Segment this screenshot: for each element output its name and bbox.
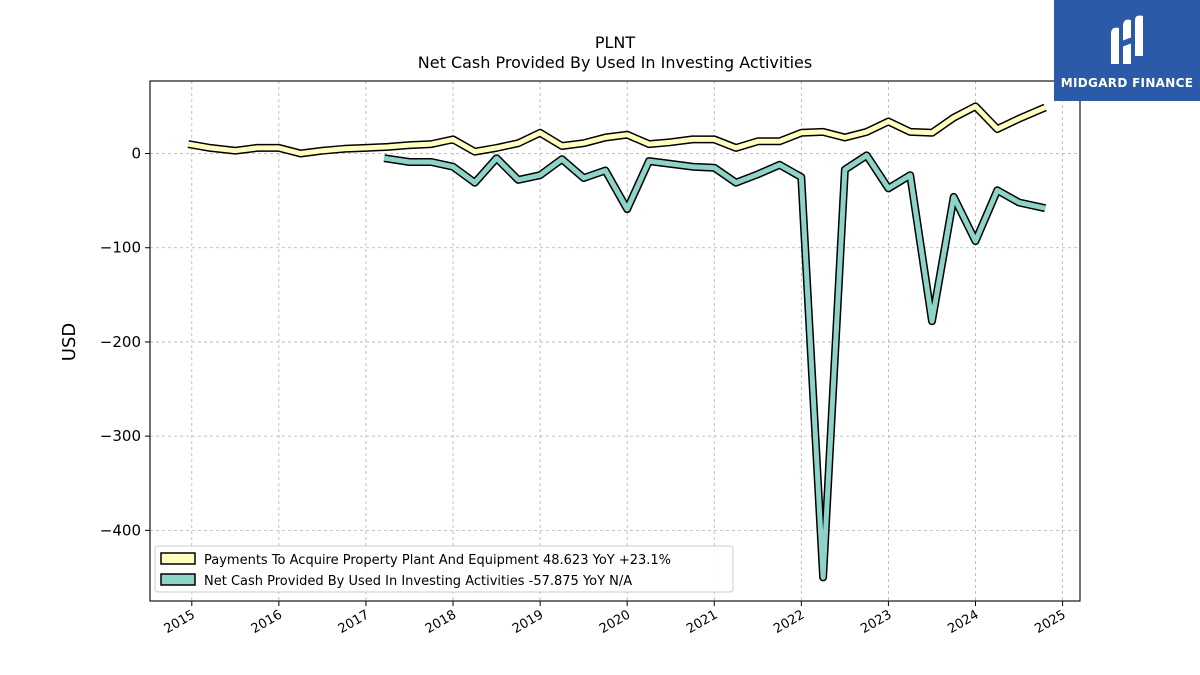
legend-label-investing: Net Cash Provided By Used In Investing A… [204,574,632,589]
x-tick-label: 2024 [945,607,981,637]
grid [150,81,1080,601]
x-tick-label: 2022 [771,607,807,637]
chart-title: PLNT [595,33,636,52]
y-tick-label: −300 [100,427,141,445]
x-tick-label: 2021 [684,607,720,637]
logo-mark-icon [1111,15,1143,64]
series-line-capex [187,103,1047,156]
x-tick-label: 2023 [858,607,894,637]
y-axis-label: USD [59,323,80,361]
legend-swatch-investing [160,573,196,586]
x-tick-label: 2019 [510,607,546,637]
y-tick-label: −100 [100,239,141,257]
x-tick-label: 2015 [162,607,198,637]
brand-logo: MIDGARD FINANCE [1054,0,1200,101]
series-lines [187,102,1047,582]
x-tick-label: 2025 [1032,607,1068,637]
x-tick-label: 2018 [423,607,459,637]
legend-frame [154,545,734,593]
series-line-outline-investing [383,151,1047,582]
x-tick-label: 2020 [597,607,633,637]
y-tick-label: −200 [100,333,141,351]
logo-text: MIDGARD FINANCE [1060,75,1194,90]
y-tick-label: 0 [131,145,141,163]
y-tick-label: −400 [100,521,141,539]
legend-swatch-capex [160,552,196,565]
chart-subtitle: Net Cash Provided By Used In Investing A… [418,53,812,72]
plot-frame [149,80,1081,602]
x-tick-label: 2016 [249,607,285,637]
series-line-investing [383,152,1046,580]
legend: Payments To Acquire Property Plant And E… [154,545,734,593]
x-tick-label: 2017 [336,607,372,637]
legend-label-capex: Payments To Acquire Property Plant And E… [204,553,671,568]
